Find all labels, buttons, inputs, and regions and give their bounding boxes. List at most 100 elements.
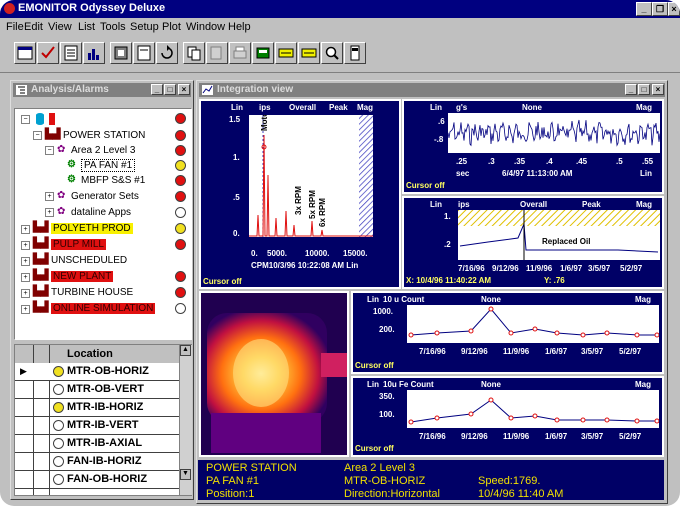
tree-item-new-plant[interactable]: NEW PLANT (51, 271, 114, 282)
calculator-icon[interactable] (344, 42, 366, 64)
database-icon[interactable] (252, 42, 274, 64)
check-list-icon[interactable] (37, 42, 59, 64)
menu-plot[interactable]: Plot (162, 21, 181, 33)
menu-help[interactable]: Help (228, 21, 251, 33)
tree-item-pa-fan[interactable]: PA FAN #1 (81, 159, 136, 172)
status-dot (175, 239, 186, 250)
thermal-image-panel (199, 291, 349, 457)
chart-icon (202, 85, 213, 95)
plot-header: Mag (635, 380, 651, 389)
menu-window[interactable]: Window (186, 21, 226, 33)
location-row[interactable]: MTR-IB-HORIZ (15, 399, 179, 417)
menu-view[interactable]: View (48, 21, 72, 33)
plot-header: Peak (582, 200, 601, 209)
bar-graph-icon[interactable] (83, 42, 105, 64)
refresh-icon[interactable] (156, 42, 178, 64)
minimize-icon[interactable]: _ (151, 84, 163, 95)
status-dot (175, 271, 186, 282)
expand-icon[interactable]: + (21, 273, 30, 282)
y-tick: 200. (379, 325, 395, 334)
toolbar (0, 36, 680, 73)
trend-plot[interactable]: Lin ips Overall Peak Mag Replaced Oil 1.… (402, 196, 664, 289)
cursor-status: Cursor off (406, 181, 445, 190)
x-tick: .5 (616, 157, 623, 166)
expand-icon[interactable]: + (21, 305, 30, 314)
expand-icon[interactable]: + (21, 289, 30, 298)
grid-scrollbar[interactable]: ▲ ▼ (179, 345, 192, 495)
notes-icon[interactable] (133, 42, 155, 64)
location-label: MTR-OB-VERT (67, 383, 144, 395)
x-tick: 0. (251, 249, 258, 258)
location-label: MTR-OB-HORIZ (67, 365, 149, 377)
alarm-band (359, 115, 373, 237)
tree-item-turbine-house[interactable]: TURBINE HOUSE (51, 287, 134, 298)
location-row[interactable]: MTR-IB-VERT (15, 417, 179, 435)
scroll-down-icon[interactable]: ▼ (180, 469, 191, 480)
menu-edit[interactable]: Edit (24, 21, 43, 33)
tree-item-unscheduled[interactable]: UNSCHEDULED (51, 255, 128, 266)
copy-icon[interactable] (183, 42, 205, 64)
waveform-plot[interactable]: Lin g's None Mag .6 -.8 .25 .3 .35 .4 .4… (402, 99, 664, 194)
scroll-up-icon[interactable]: ▲ (180, 345, 191, 356)
annotation-3x: 3x RPM (294, 186, 303, 215)
plant-tree[interactable]: − − ▙▟ POWER STATION − ✿ Area 2 Level 3 … (14, 108, 192, 340)
tree-item-polyeth[interactable]: POLYETH PROD (51, 223, 133, 234)
expand-icon[interactable]: + (21, 257, 30, 266)
expand-icon[interactable]: + (45, 192, 54, 201)
minimize-icon[interactable]: _ (625, 84, 637, 95)
restore-icon[interactable]: ❐ (652, 2, 668, 16)
y-tick: .6 (438, 117, 445, 126)
window-list-icon[interactable] (14, 42, 36, 64)
minimize-icon[interactable]: _ (636, 2, 652, 16)
location-row[interactable]: FAN-OB-HORIZ (15, 471, 179, 489)
tree-item-dataline-apps[interactable]: dataline Apps (71, 207, 132, 218)
print-icon[interactable] (229, 42, 251, 64)
alarm-yellow-2-icon[interactable] (298, 42, 320, 64)
tree-item-online-simulation[interactable]: ONLINE SIMULATION (51, 303, 156, 314)
location-row[interactable]: FAN-IB-HORIZ (15, 453, 179, 471)
alarm-yellow-icon[interactable] (275, 42, 297, 64)
tree-item-area[interactable]: Area 2 Level 3 (71, 145, 136, 156)
menu-file[interactable]: File (6, 21, 24, 33)
status-dot (175, 145, 186, 156)
annotation-motor: Motor (260, 115, 269, 131)
close-icon[interactable]: × (652, 84, 664, 95)
expand-icon[interactable]: + (45, 208, 54, 217)
fecount-plot[interactable]: Lin 10u Fe Count None Mag 350. 100. 7/16… (351, 376, 664, 457)
expand-icon[interactable]: + (21, 241, 30, 250)
maximize-icon[interactable]: □ (164, 84, 176, 95)
report-icon[interactable] (60, 42, 82, 64)
info-speed: Speed:1769. (478, 475, 541, 487)
tree-item-mbfp[interactable]: MBFP S&S #1 (81, 175, 146, 186)
count10-plot[interactable]: Lin 10 u Count None Mag 1000. 200. 7/16/… (351, 291, 664, 374)
collect-data-icon[interactable] (110, 42, 132, 64)
location-row[interactable]: MTR-OB-VERT (15, 381, 179, 399)
close-icon[interactable]: × (178, 84, 190, 95)
x-tick: 1/6/97 (545, 347, 568, 356)
location-row[interactable]: MTR-IB-AXIAL (15, 435, 179, 453)
expand-icon[interactable]: − (33, 131, 42, 140)
spectrum-plot[interactable]: Lin ips Overall Peak Mag Motor 3x RPM 5x… (199, 99, 401, 289)
trend-svg: Replaced Oil (458, 210, 660, 260)
x-tick: 9/12/96 (492, 264, 519, 273)
status-dot (53, 384, 64, 395)
expand-icon[interactable]: − (21, 115, 30, 124)
tree-item-generator-sets[interactable]: Generator Sets (71, 191, 139, 202)
close-icon[interactable]: × (668, 2, 680, 16)
expand-icon[interactable]: + (21, 225, 30, 234)
tree-item-power-station[interactable]: POWER STATION (63, 130, 146, 141)
location-row[interactable]: ▶ MTR-OB-HORIZ (15, 363, 179, 381)
paste-icon[interactable] (206, 42, 228, 64)
zoom-icon[interactable] (321, 42, 343, 64)
count10-svg (408, 306, 660, 338)
tree-item-pulp-mill[interactable]: PULP MILL (51, 239, 106, 250)
plot-header: None (481, 295, 501, 304)
menu-list[interactable]: List (78, 21, 96, 33)
expand-icon[interactable]: − (45, 146, 54, 155)
plot-header: Lin (430, 103, 442, 112)
menu-setup[interactable]: Setup (130, 21, 159, 33)
x-tick: 1/6/97 (560, 264, 583, 273)
menu-tools[interactable]: Tools (100, 21, 126, 33)
maximize-icon[interactable]: □ (638, 84, 650, 95)
location-label: MTR-IB-HORIZ (67, 401, 144, 413)
